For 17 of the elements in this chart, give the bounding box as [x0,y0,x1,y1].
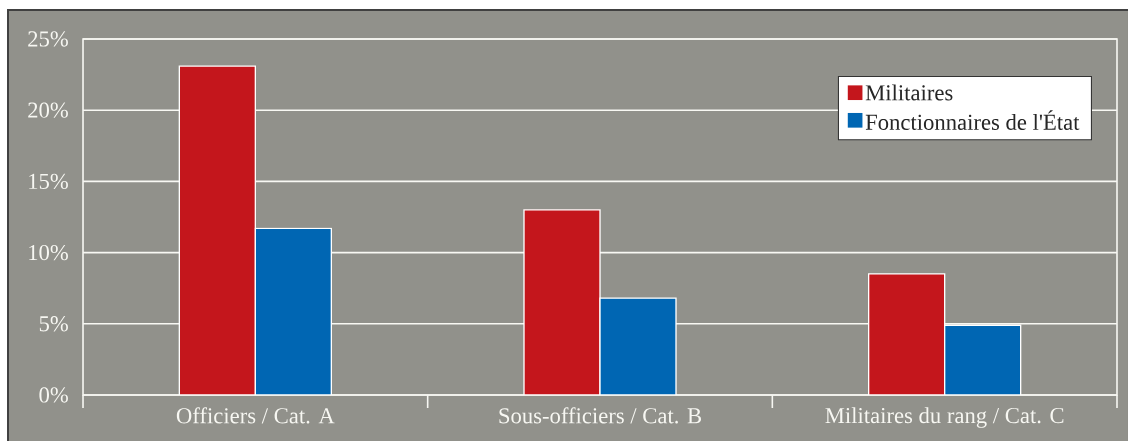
y-tick-label: 10% [29,244,68,261]
bar [944,324,1022,395]
legend-label: Militaires [865,84,953,101]
bar [599,297,677,395]
bar [254,227,333,395]
x-tick-label: Militaires du rang / Cat. C [825,407,1064,428]
legend-label: Fonctionnaires de l'État [865,110,1080,130]
bar [868,273,946,395]
x-tick-label: Officiers / Cat. A [176,407,335,424]
bar [178,65,257,395]
y-tick-label: 0% [39,387,68,403]
x-tick-label: Sous-officiers / Cat. B [499,407,701,424]
y-tick-label: 5% [39,316,68,332]
y-tick-label: 25% [28,31,68,47]
bar [523,209,601,395]
y-tick-label: 15% [29,173,68,190]
y-tick-label: 20% [28,102,68,118]
